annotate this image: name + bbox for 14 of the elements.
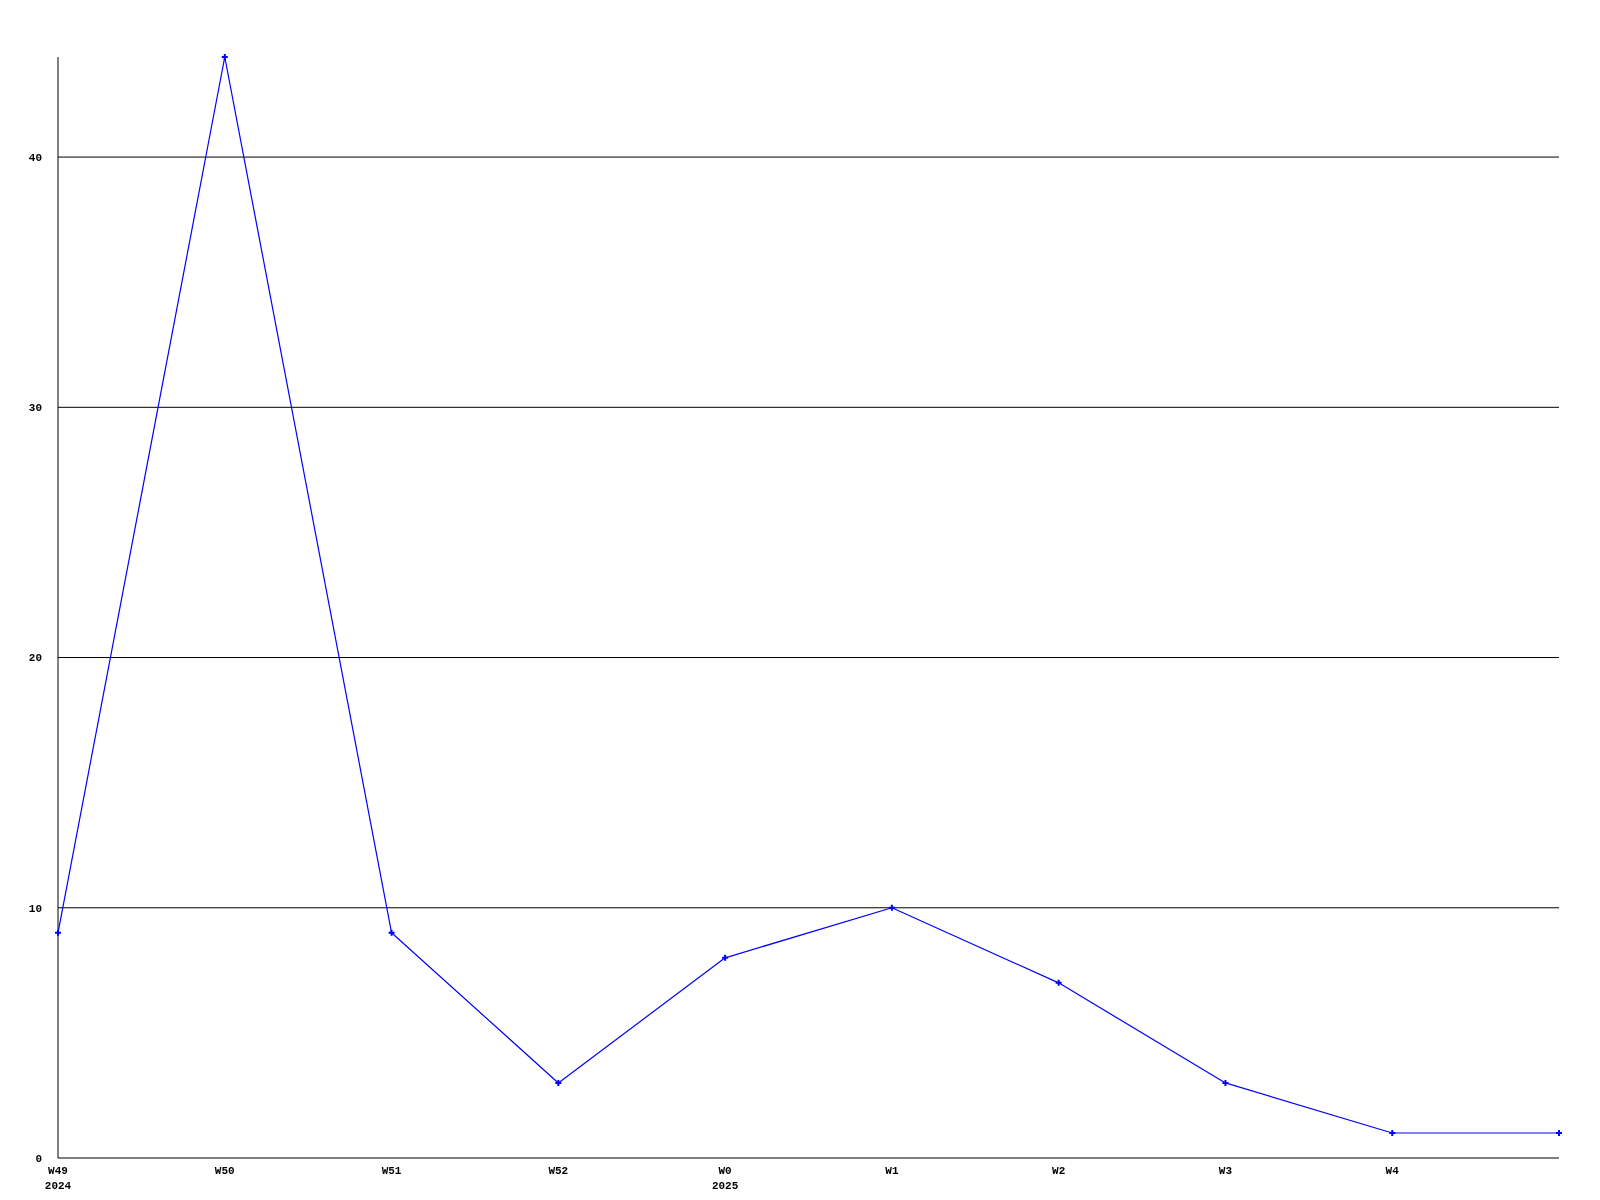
y-tick-label: 0 [35,1152,42,1165]
x-tick-label: W1 [885,1165,899,1177]
y-tick-label: 10 [28,902,42,915]
x-tick-label: W4 [1385,1165,1400,1177]
x-tick-label: W52 [548,1165,569,1177]
x-tick-label: W49 2024 [44,1165,72,1192]
x-tick-label: W51 [381,1165,402,1177]
y-tick-label: 20 [28,652,42,665]
y-tick-label: 40 [28,151,42,164]
x-tick-label: W2 [1052,1165,1066,1177]
x-tick-label: W50 [214,1165,235,1177]
x-tick-label: W0 2025 [711,1165,739,1192]
x-tick-label: W3 [1218,1165,1233,1177]
y-tick-label: 30 [28,402,42,415]
